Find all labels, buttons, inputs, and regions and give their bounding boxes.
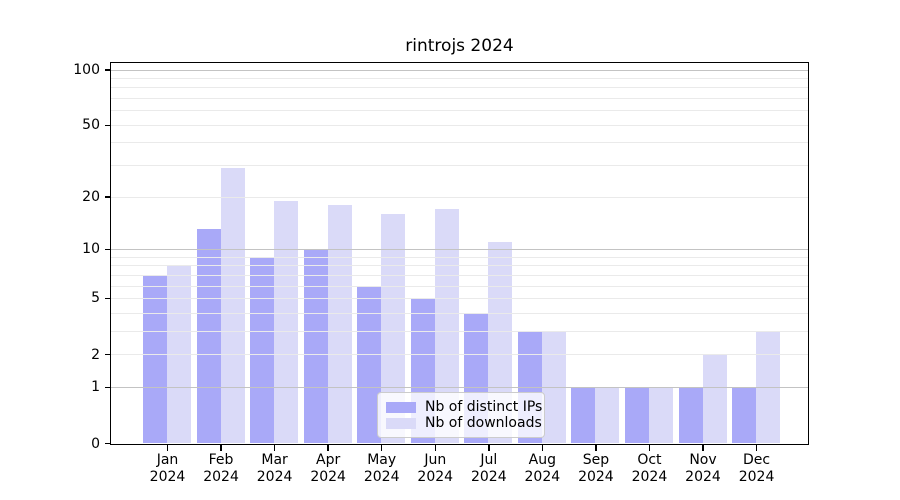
bar-distinct-ips-dec <box>732 386 757 443</box>
x-tick-label: Jan 2024 <box>149 452 186 485</box>
y-tick-label: 1 <box>91 379 100 396</box>
minor-gridline <box>111 297 808 299</box>
x-tick-mark <box>434 445 436 451</box>
x-tick-label: Dec 2024 <box>738 452 775 485</box>
y-tick-label: 20 <box>82 189 100 206</box>
legend-label-distinct-ips: Nb of distinct IPs <box>425 398 543 415</box>
x-tick-mark <box>702 445 704 451</box>
legend-swatch-distinct-ips <box>386 401 416 413</box>
bar-downloads-feb <box>220 167 245 443</box>
minor-gridline <box>111 196 808 198</box>
minor-gridline <box>111 77 808 79</box>
minor-gridline <box>111 265 808 267</box>
x-tick-mark <box>220 445 222 451</box>
x-tick-mark <box>327 445 329 451</box>
minor-gridline <box>111 312 808 314</box>
x-tick-label: Oct 2024 <box>631 452 668 485</box>
legend: Nb of distinct IPs Nb of downloads <box>377 392 545 438</box>
bar-downloads-sep <box>595 386 620 443</box>
x-tick-mark <box>755 445 758 451</box>
minor-gridline <box>111 142 808 144</box>
bar-distinct-ips-oct <box>624 386 649 443</box>
legend-label-downloads: Nb of downloads <box>425 414 542 431</box>
x-tick-mark <box>273 445 276 451</box>
x-tick-label: Jul 2024 <box>470 452 507 485</box>
minor-gridline <box>111 98 808 100</box>
minor-gridline <box>111 330 808 332</box>
major-gridline <box>111 248 808 250</box>
minor-gridline <box>111 165 808 167</box>
x-tick-label: Nov 2024 <box>685 452 721 485</box>
y-tick-label: 0 <box>91 435 100 452</box>
x-tick-label: Sep 2024 <box>578 452 614 485</box>
y-tick-label: 100 <box>73 62 100 78</box>
bar-distinct-ips-apr <box>303 248 328 443</box>
minor-gridline <box>111 256 808 258</box>
x-tick-label: Feb 2024 <box>203 452 239 485</box>
plot-area: Nb of distinct IPs Nb of downloads <box>110 62 809 445</box>
bar-distinct-ips-mar <box>250 256 275 443</box>
minor-gridline <box>111 124 808 126</box>
bar-distinct-ips-jan <box>143 274 167 443</box>
legend-item-downloads: Nb of downloads <box>386 415 542 431</box>
bar-downloads-apr <box>327 204 352 443</box>
minor-gridline <box>111 285 808 287</box>
x-tick-mark <box>595 445 597 451</box>
y-tick-label: 50 <box>82 117 100 134</box>
x-tick-mark <box>648 445 651 451</box>
minor-gridline <box>111 274 808 276</box>
bar-distinct-ips-nov <box>678 386 703 443</box>
minor-gridline <box>111 354 808 356</box>
major-gridline <box>111 386 808 388</box>
x-tick-mark <box>380 445 383 451</box>
legend-item-distinct-ips: Nb of distinct IPs <box>386 399 542 415</box>
y-tick-label: 10 <box>82 241 100 258</box>
y-tick-label: 2 <box>91 346 100 363</box>
bar-distinct-ips-feb <box>196 229 221 443</box>
x-tick-label: Jun 2024 <box>417 452 454 485</box>
chart-title: rintrojs 2024 <box>405 36 514 56</box>
legend-swatch-downloads <box>386 417 416 429</box>
bar-downloads-oct <box>648 386 673 443</box>
grid-layer <box>111 63 808 444</box>
minor-gridline <box>111 87 808 89</box>
x-tick-label: Aug 2024 <box>524 452 561 485</box>
x-tick-mark <box>166 445 169 451</box>
bar-distinct-ips-sep <box>571 386 596 443</box>
bar-downloads-nov <box>702 354 727 443</box>
x-tick-label: May 2024 <box>363 452 400 485</box>
x-tick-mark <box>488 445 490 451</box>
x-tick-label: Apr 2024 <box>310 452 346 485</box>
x-tick-mark <box>541 445 544 451</box>
x-tick-label: Mar 2024 <box>256 452 293 485</box>
y-tick-label: 5 <box>91 290 100 307</box>
major-gridline <box>111 69 808 71</box>
minor-gridline <box>111 110 808 112</box>
bar-downloads-mar <box>274 200 299 443</box>
